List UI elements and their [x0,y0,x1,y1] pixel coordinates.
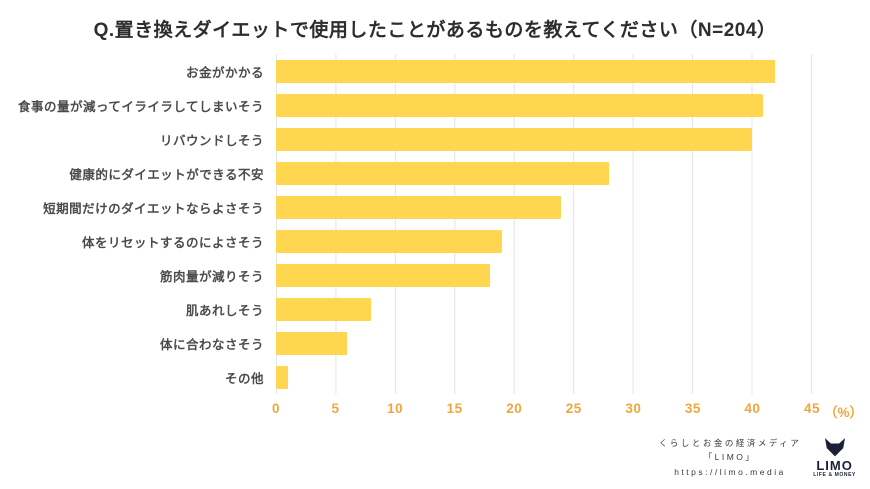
bar-row: 体に合わなさそう [16,326,812,360]
logo-tagline: LIFE & MONEY [813,471,856,478]
bar [276,161,609,185]
category-label: 体に合わなさそう [159,337,264,352]
x-axis: （%） 0 5 10 15 20 25 30 35 40 45 [16,394,863,420]
bar-track [276,258,812,292]
x-axis-tick: 0 [271,401,281,416]
category-label: 肌あれしそう [185,303,264,318]
category-label: 短期間だけのダイエットならよさそう [43,201,264,216]
category-label: 体をリセットするのによさそう [81,235,264,250]
x-axis-tick: 20 [506,401,523,416]
category-label: 食事の量が減ってイライラしてしまいそう [17,99,264,114]
x-axis-ticks: （%） 0 5 10 15 20 25 30 35 40 45 [272,394,863,420]
x-axis-tick: 35 [684,401,701,416]
x-axis-tick: 15 [446,401,463,416]
bar-row: 健康的にダイエットができる不安 [16,156,812,190]
bar [276,263,490,287]
x-axis-tick: 5 [331,401,340,416]
bar-chart: お金がかかる食事の量が減ってイライラしてしまいそうリバウンドしそう健康的にダイエ… [0,50,870,420]
bar-track [276,360,812,394]
bar-row: その他 [16,360,812,394]
category-label: その他 [224,371,264,386]
bar [276,229,502,253]
bar-rows: お金がかかる食事の量が減ってイライラしてしまいそうリバウンドしそう健康的にダイエ… [16,54,812,394]
bar [276,93,764,117]
x-axis-tick: 45 [803,401,821,416]
credit-text: くらしとお金の経済メディア 「LIMO」 https://limo.media [659,436,801,479]
bar [276,365,288,389]
bar-row: 肌あれしそう [16,292,812,326]
category-label: お金がかかる [185,65,264,80]
category-label: 健康的にダイエットができる不安 [69,167,264,182]
fox-icon [824,438,845,457]
bar-track [276,88,812,122]
bar [276,59,776,83]
limo-logo: LIMO LIFE & MONEY [813,437,856,478]
credit-line2: 「LIMO」 [703,452,757,463]
bar-row: 食事の量が減ってイライラしてしまいそう [16,88,812,122]
category-label: 筋肉量が減りそう [159,269,264,284]
category-label: リバウンドしそう [159,133,264,148]
bar-row: 短期間だけのダイエットならよさそう [16,190,812,224]
bar-track [276,326,812,360]
x-axis-unit-label: （%） [824,405,864,420]
bar-row: お金がかかる [16,54,812,88]
axis-spacer [16,394,276,420]
bar-track [276,156,812,190]
bar-track [276,122,812,156]
chart-title: Q.置き換えダイエットで使用したことがあるものを教えてください（N=204） [93,20,777,41]
bar [276,297,372,321]
bar-row: 体をリセットするのによさそう [16,224,812,258]
credit-line1: くらしとお金の経済メディア [658,437,802,448]
x-axis-tick: 10 [387,401,404,416]
x-axis-tick: 40 [744,401,761,416]
x-axis-tick: 25 [565,401,582,416]
bar-track [276,54,812,88]
bar [276,127,752,151]
bar-row: 筋肉量が減りそう [16,258,812,292]
bar-track [276,224,812,258]
bar-track [276,190,812,224]
bar [276,331,348,355]
logo-text: LIMO [816,457,853,473]
x-axis-tick: 30 [625,401,642,416]
bar-track [276,292,812,326]
bar [276,195,562,219]
footer-credit: くらしとお金の経済メディア 「LIMO」 https://limo.media … [659,436,856,479]
credit-url: https://limo.media [674,466,786,477]
bar-row: リバウンドしそう [16,122,812,156]
